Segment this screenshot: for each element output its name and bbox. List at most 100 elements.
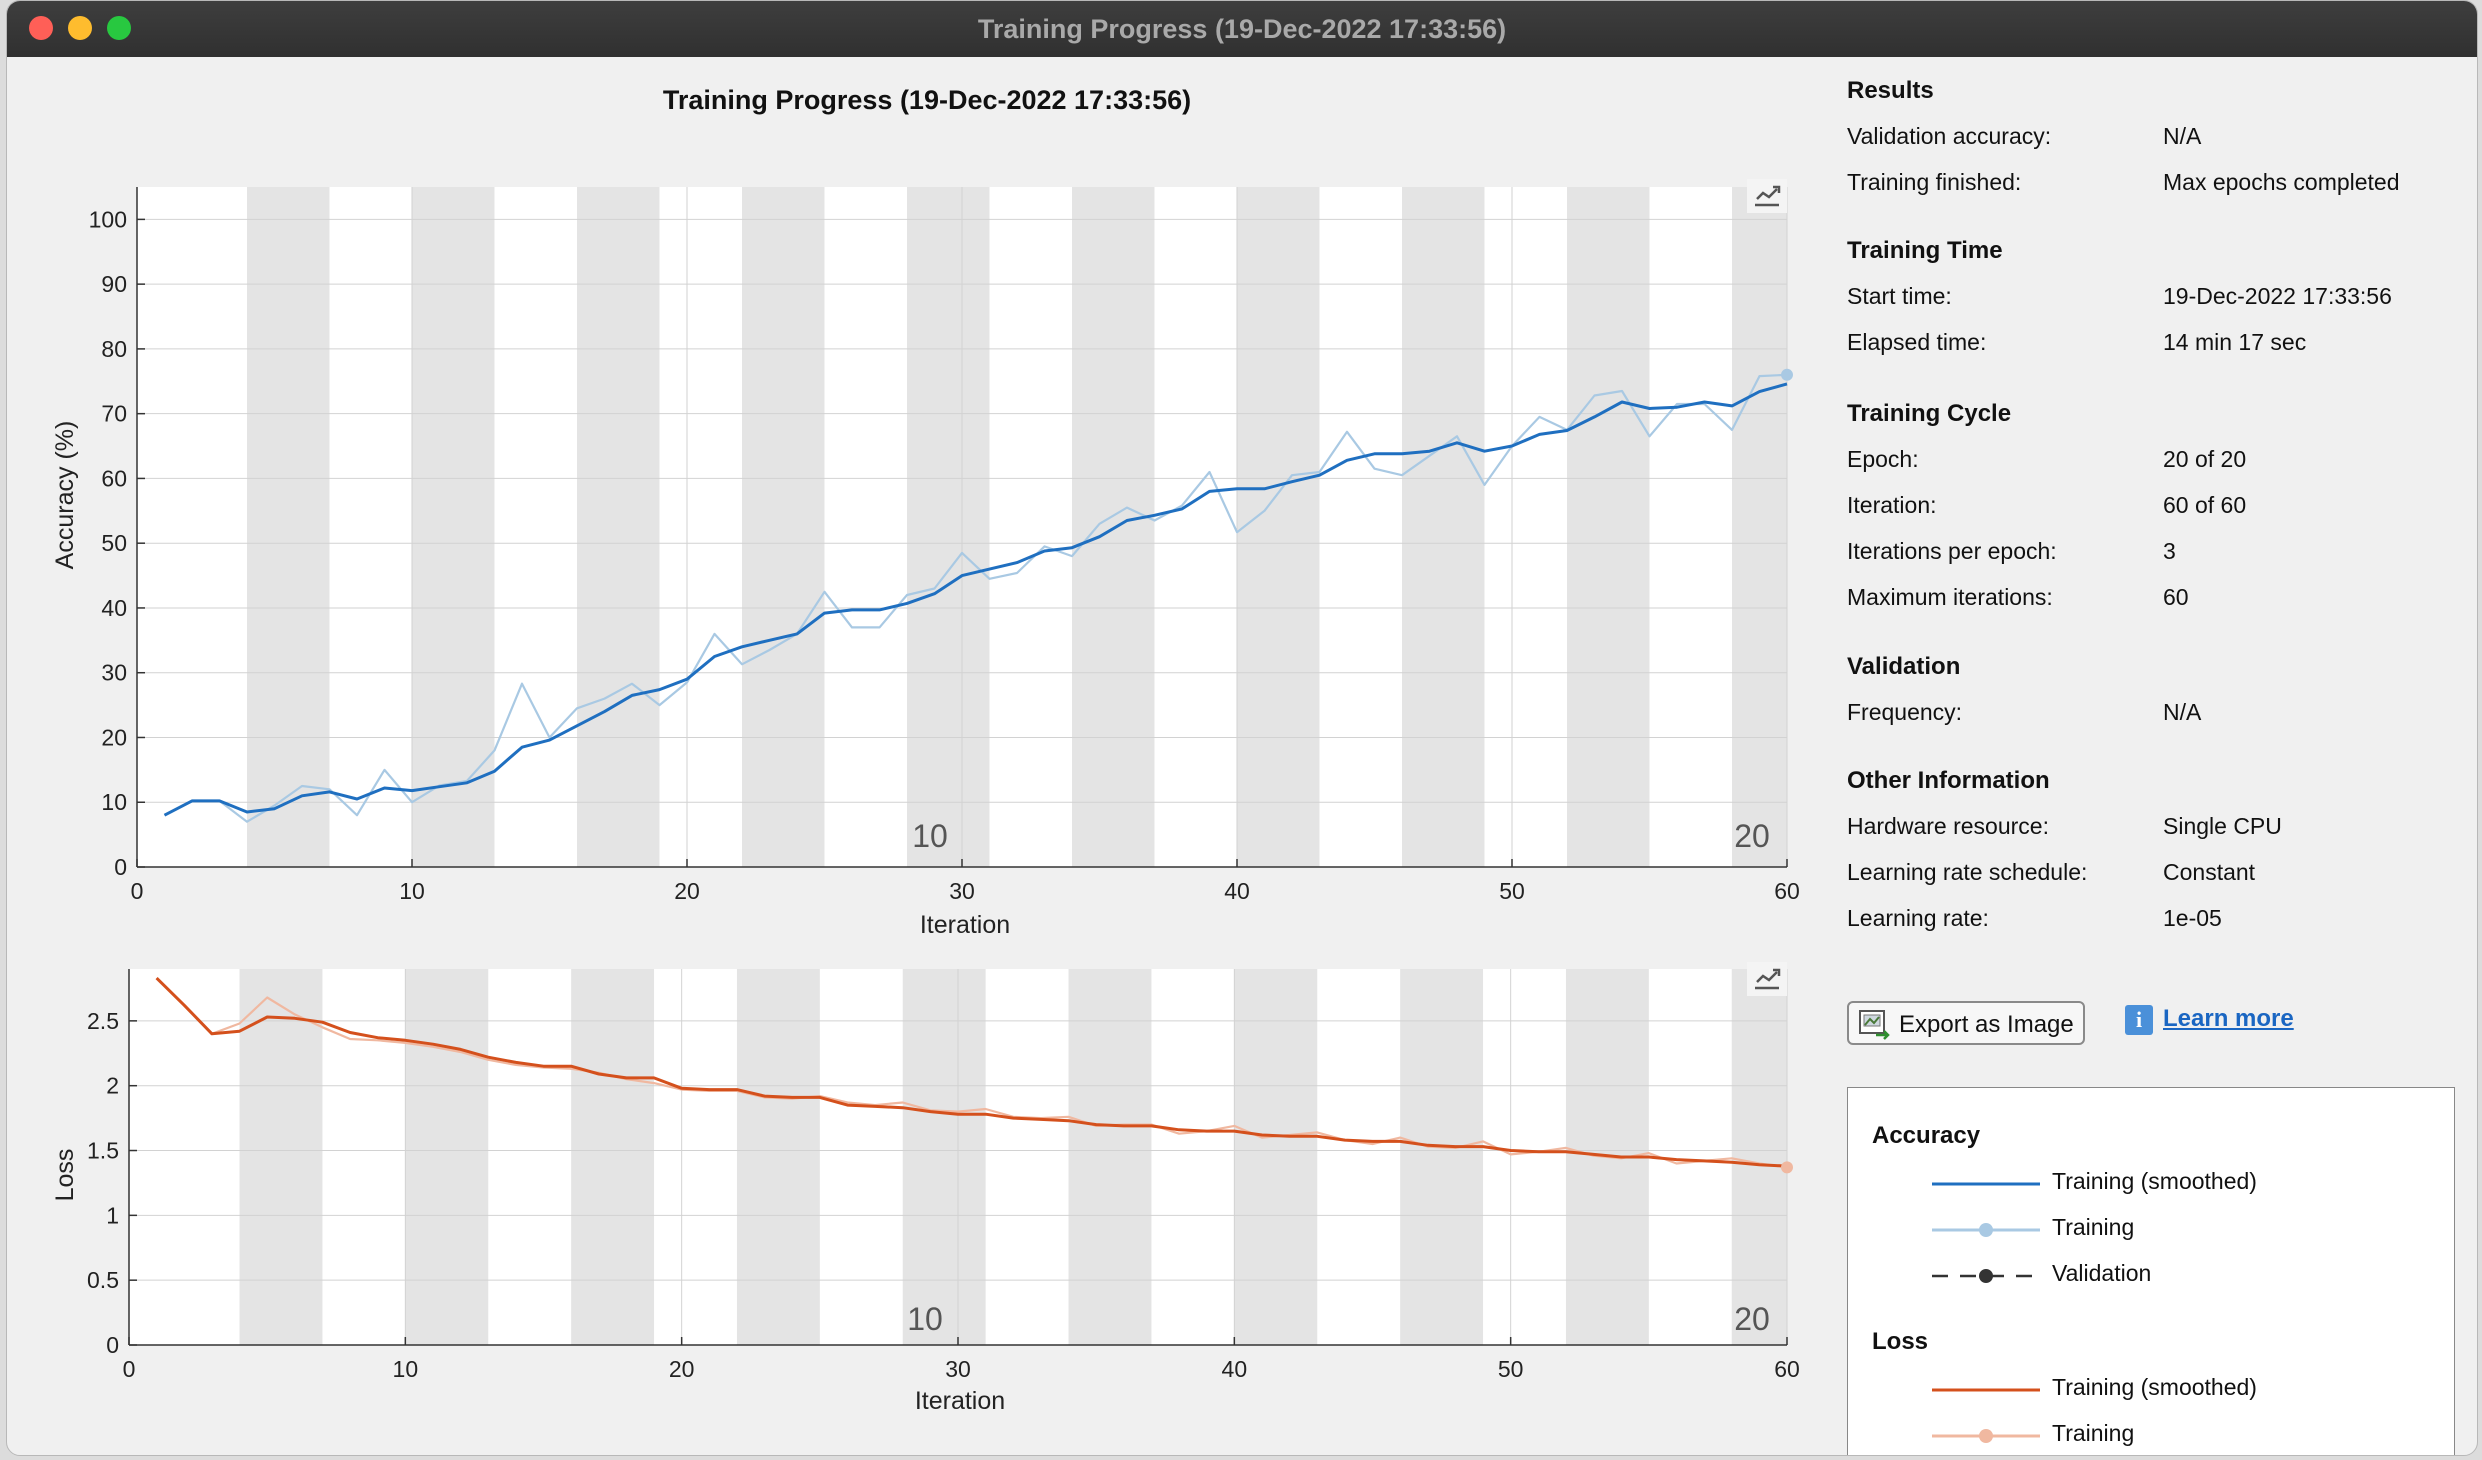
accuracy-axes: 0 10 20 30 40 50 60 70 80 90 100 0 10 20 30 40 50 60 xyxy=(89,187,1800,904)
accuracy-y-tick-label: 80 xyxy=(101,336,127,362)
loss-epoch-band xyxy=(1400,969,1484,1345)
accuracy-x-tick-label: 20 xyxy=(674,878,700,904)
accuracy-chart-title: Training Progress (19-Dec-2022 17:33:56) xyxy=(663,85,1191,115)
loss-x-tick-label: 30 xyxy=(945,1356,971,1382)
frequency-label: Frequency: xyxy=(1847,699,1963,725)
legend-loss-smoothed-label: Training (smoothed) xyxy=(2052,1374,2257,1400)
validation-accuracy-label: Validation accuracy: xyxy=(1847,123,2052,149)
loss-epoch-marker-10: 10 xyxy=(907,1301,943,1337)
loss-y-tick-label: 1.5 xyxy=(87,1138,119,1164)
accuracy-last-point xyxy=(1781,368,1793,381)
loss-epoch-band xyxy=(405,969,489,1345)
accuracy-y-tick-label: 10 xyxy=(101,789,127,815)
loss-epoch-band xyxy=(1234,969,1318,1345)
loss-epoch-marker-20: 20 xyxy=(1734,1301,1770,1337)
loss-epoch-band xyxy=(239,969,323,1345)
training-progress-window: Training Progress (19-Dec-2022 17:33:56)… xyxy=(6,0,2478,1456)
legend-loss-training-label: Training xyxy=(2052,1420,2135,1446)
accuracy-y-tick-label: 30 xyxy=(101,660,127,686)
maximum-iterations-label: Maximum iterations: xyxy=(1847,584,2053,610)
accuracy-epoch-band xyxy=(1567,187,1650,867)
loss-y-tick-label: 2.5 xyxy=(87,1008,119,1034)
export-button-label: Export as Image xyxy=(1899,1011,2074,1038)
loss-epoch-band xyxy=(736,969,820,1345)
accuracy-epoch-band xyxy=(1237,187,1320,867)
legend-loss-smoothed-swatch xyxy=(1932,1388,2040,1392)
loss-x-tick-label: 0 xyxy=(123,1356,136,1382)
accuracy-y-tick-label: 70 xyxy=(101,401,127,427)
iterations-per-epoch-value: 3 xyxy=(2163,538,2176,564)
legend-loss-training-swatch xyxy=(1932,1429,2040,1443)
export-as-image-button[interactable]: Export as Image xyxy=(1847,1001,2085,1045)
iteration-label: Iteration: xyxy=(1847,492,1937,518)
legend-accuracy-training-swatch xyxy=(1932,1223,2040,1237)
learning-rate-schedule-value: Constant xyxy=(2163,859,2256,885)
accuracy-x-tick-label: 10 xyxy=(399,878,425,904)
loss-ylabel: Loss xyxy=(51,1149,79,1202)
learn-more-link[interactable]: Learn more xyxy=(2163,1005,2294,1032)
charts-svg: Training Progress (19-Dec-2022 17:33:56)… xyxy=(51,85,1800,1415)
frequency-value: N/A xyxy=(2163,699,2202,725)
accuracy-y-tick-label: 0 xyxy=(114,854,127,880)
export-axes-icon[interactable] xyxy=(1747,179,1787,213)
training-cycle-heading: Training Cycle xyxy=(1847,400,2012,427)
loss-axes: 0 0.5 1 1.5 2 2.5 0 10 20 30 40 50 60 xyxy=(87,969,1800,1382)
loss-y-tick-label: 0.5 xyxy=(87,1267,119,1293)
accuracy-x-tick-label: 60 xyxy=(1774,878,1800,904)
results-heading: Results xyxy=(1847,77,1934,104)
loss-smoothed-line xyxy=(155,977,1788,1168)
accuracy-x-tick-label: 0 xyxy=(131,878,144,904)
zoom-window-button[interactable] xyxy=(107,16,131,40)
hardware-resource-label: Hardware resource: xyxy=(1847,813,2049,839)
loss-last-point xyxy=(1781,1161,1793,1174)
loss-y-tick-label: 2 xyxy=(106,1073,119,1099)
title-bar: Training Progress (19-Dec-2022 17:33:56) xyxy=(7,1,2477,57)
accuracy-epoch-band xyxy=(412,187,495,867)
loss-epoch-band xyxy=(571,969,655,1345)
legend-accuracy-heading: Accuracy xyxy=(1872,1122,1981,1149)
loss-xlabel: Iteration xyxy=(915,1387,1005,1415)
elapsed-time-label: Elapsed time: xyxy=(1847,329,1987,355)
training-time-heading: Training Time xyxy=(1847,237,2003,264)
loss-y-tick-label: 1 xyxy=(106,1202,119,1228)
maximum-iterations-value: 60 xyxy=(2163,584,2189,610)
accuracy-epoch-band xyxy=(1732,187,1787,867)
loss-x-tick-label: 10 xyxy=(393,1356,419,1382)
minimize-window-button[interactable] xyxy=(68,16,92,40)
window-title: Training Progress (19-Dec-2022 17:33:56) xyxy=(977,14,1507,44)
close-window-button[interactable] xyxy=(29,16,53,40)
legend-loss-heading: Loss xyxy=(1872,1328,1929,1355)
accuracy-smoothed-line xyxy=(163,382,1788,817)
loss-x-tick-label: 60 xyxy=(1774,1356,1800,1382)
accuracy-x-tick-label: 30 xyxy=(949,878,975,904)
loss-epoch-band xyxy=(1068,969,1152,1345)
loss-epoch-band xyxy=(1731,969,1787,1345)
legend-validation-swatch xyxy=(1932,1269,2040,1283)
legend-validation-label: Validation xyxy=(2052,1260,2152,1286)
accuracy-epoch-marker-20: 20 xyxy=(1734,818,1770,854)
accuracy-epoch-band xyxy=(907,187,990,867)
accuracy-y-tick-label: 60 xyxy=(101,465,127,491)
loss-y-tick-label: 0 xyxy=(106,1332,119,1358)
export-axes-icon[interactable] xyxy=(1747,962,1787,996)
learning-rate-label: Learning rate: xyxy=(1847,905,1989,931)
loss-x-tick-label: 20 xyxy=(669,1356,695,1382)
image-export-icon xyxy=(1859,1010,1890,1040)
epoch-value: 20 of 20 xyxy=(2163,446,2247,472)
epoch-label: Epoch: xyxy=(1847,446,1919,472)
accuracy-x-tick-label: 40 xyxy=(1224,878,1250,904)
accuracy-y-tick-label: 50 xyxy=(101,530,127,556)
accuracy-epoch-band xyxy=(247,187,330,867)
hardware-resource-value: Single CPU xyxy=(2163,813,2282,839)
accuracy-y-tick-label: 20 xyxy=(101,724,127,750)
accuracy-epoch-band xyxy=(1402,187,1485,867)
validation-heading: Validation xyxy=(1847,653,1961,680)
accuracy-y-tick-label: 90 xyxy=(101,271,127,297)
start-time-label: Start time: xyxy=(1847,283,1952,309)
legend-accuracy-smoothed-label: Training (smoothed) xyxy=(2052,1168,2257,1194)
iteration-value: 60 of 60 xyxy=(2163,492,2247,518)
learning-rate-schedule-label: Learning rate schedule: xyxy=(1847,859,2088,885)
accuracy-xlabel: Iteration xyxy=(920,911,1010,939)
legend-box: Accuracy Training (smoothed) Training Va… xyxy=(1847,1087,2455,1455)
accuracy-ylabel: Accuracy (%) xyxy=(51,421,79,570)
